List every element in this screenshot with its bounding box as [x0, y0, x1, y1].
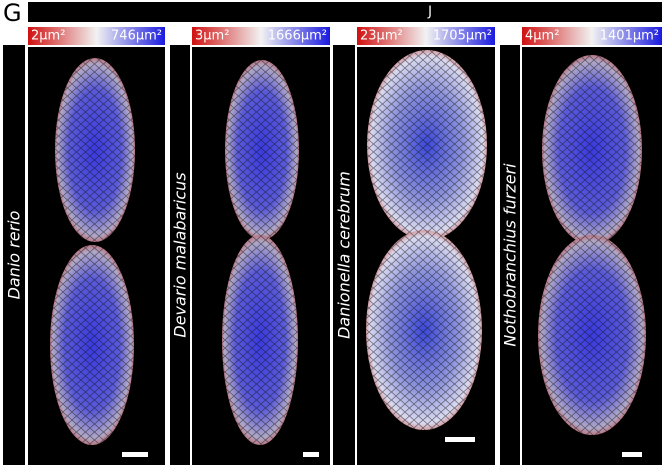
cell-texture [222, 235, 298, 445]
cell-texture [538, 235, 646, 435]
species-name: Danionella cerebrum [335, 171, 354, 339]
header-label: J [427, 5, 432, 20]
species-strip [500, 45, 520, 465]
colorbar [28, 27, 165, 45]
scale-bar [122, 452, 148, 457]
colorbar-min: 23µm² [360, 29, 403, 44]
scale-bar [303, 452, 319, 457]
species-name: Danio rerio [5, 210, 24, 299]
colorbar-min: 3µm² [195, 29, 229, 44]
cell-texture [542, 55, 642, 245]
colorbar [357, 27, 495, 45]
colorbar-max: 1705µm² [433, 29, 492, 44]
colorbar-min: 2µm² [31, 29, 65, 44]
colorbar [522, 27, 662, 45]
species-strip [170, 45, 190, 465]
colorbar [192, 27, 330, 45]
species-name: Nothobranchius furzeri [501, 163, 520, 347]
cell-texture [367, 50, 487, 240]
cell-texture [55, 58, 135, 242]
header-bar [28, 2, 662, 22]
colorbar-max: 1401µm² [600, 29, 659, 44]
scale-bar [445, 437, 475, 442]
species-strip [333, 45, 355, 465]
cell-texture [50, 245, 134, 445]
species-name: Devario malabaricus [171, 172, 190, 337]
colorbar-max: 746µm² [111, 29, 162, 44]
cell-texture [225, 60, 299, 240]
colorbar-max: 1666µm² [268, 29, 327, 44]
cell-texture [366, 230, 482, 430]
scale-bar [622, 452, 642, 457]
species-strip [3, 45, 25, 465]
panel-label: G [3, 0, 22, 27]
colorbar-min: 4µm² [525, 29, 559, 44]
